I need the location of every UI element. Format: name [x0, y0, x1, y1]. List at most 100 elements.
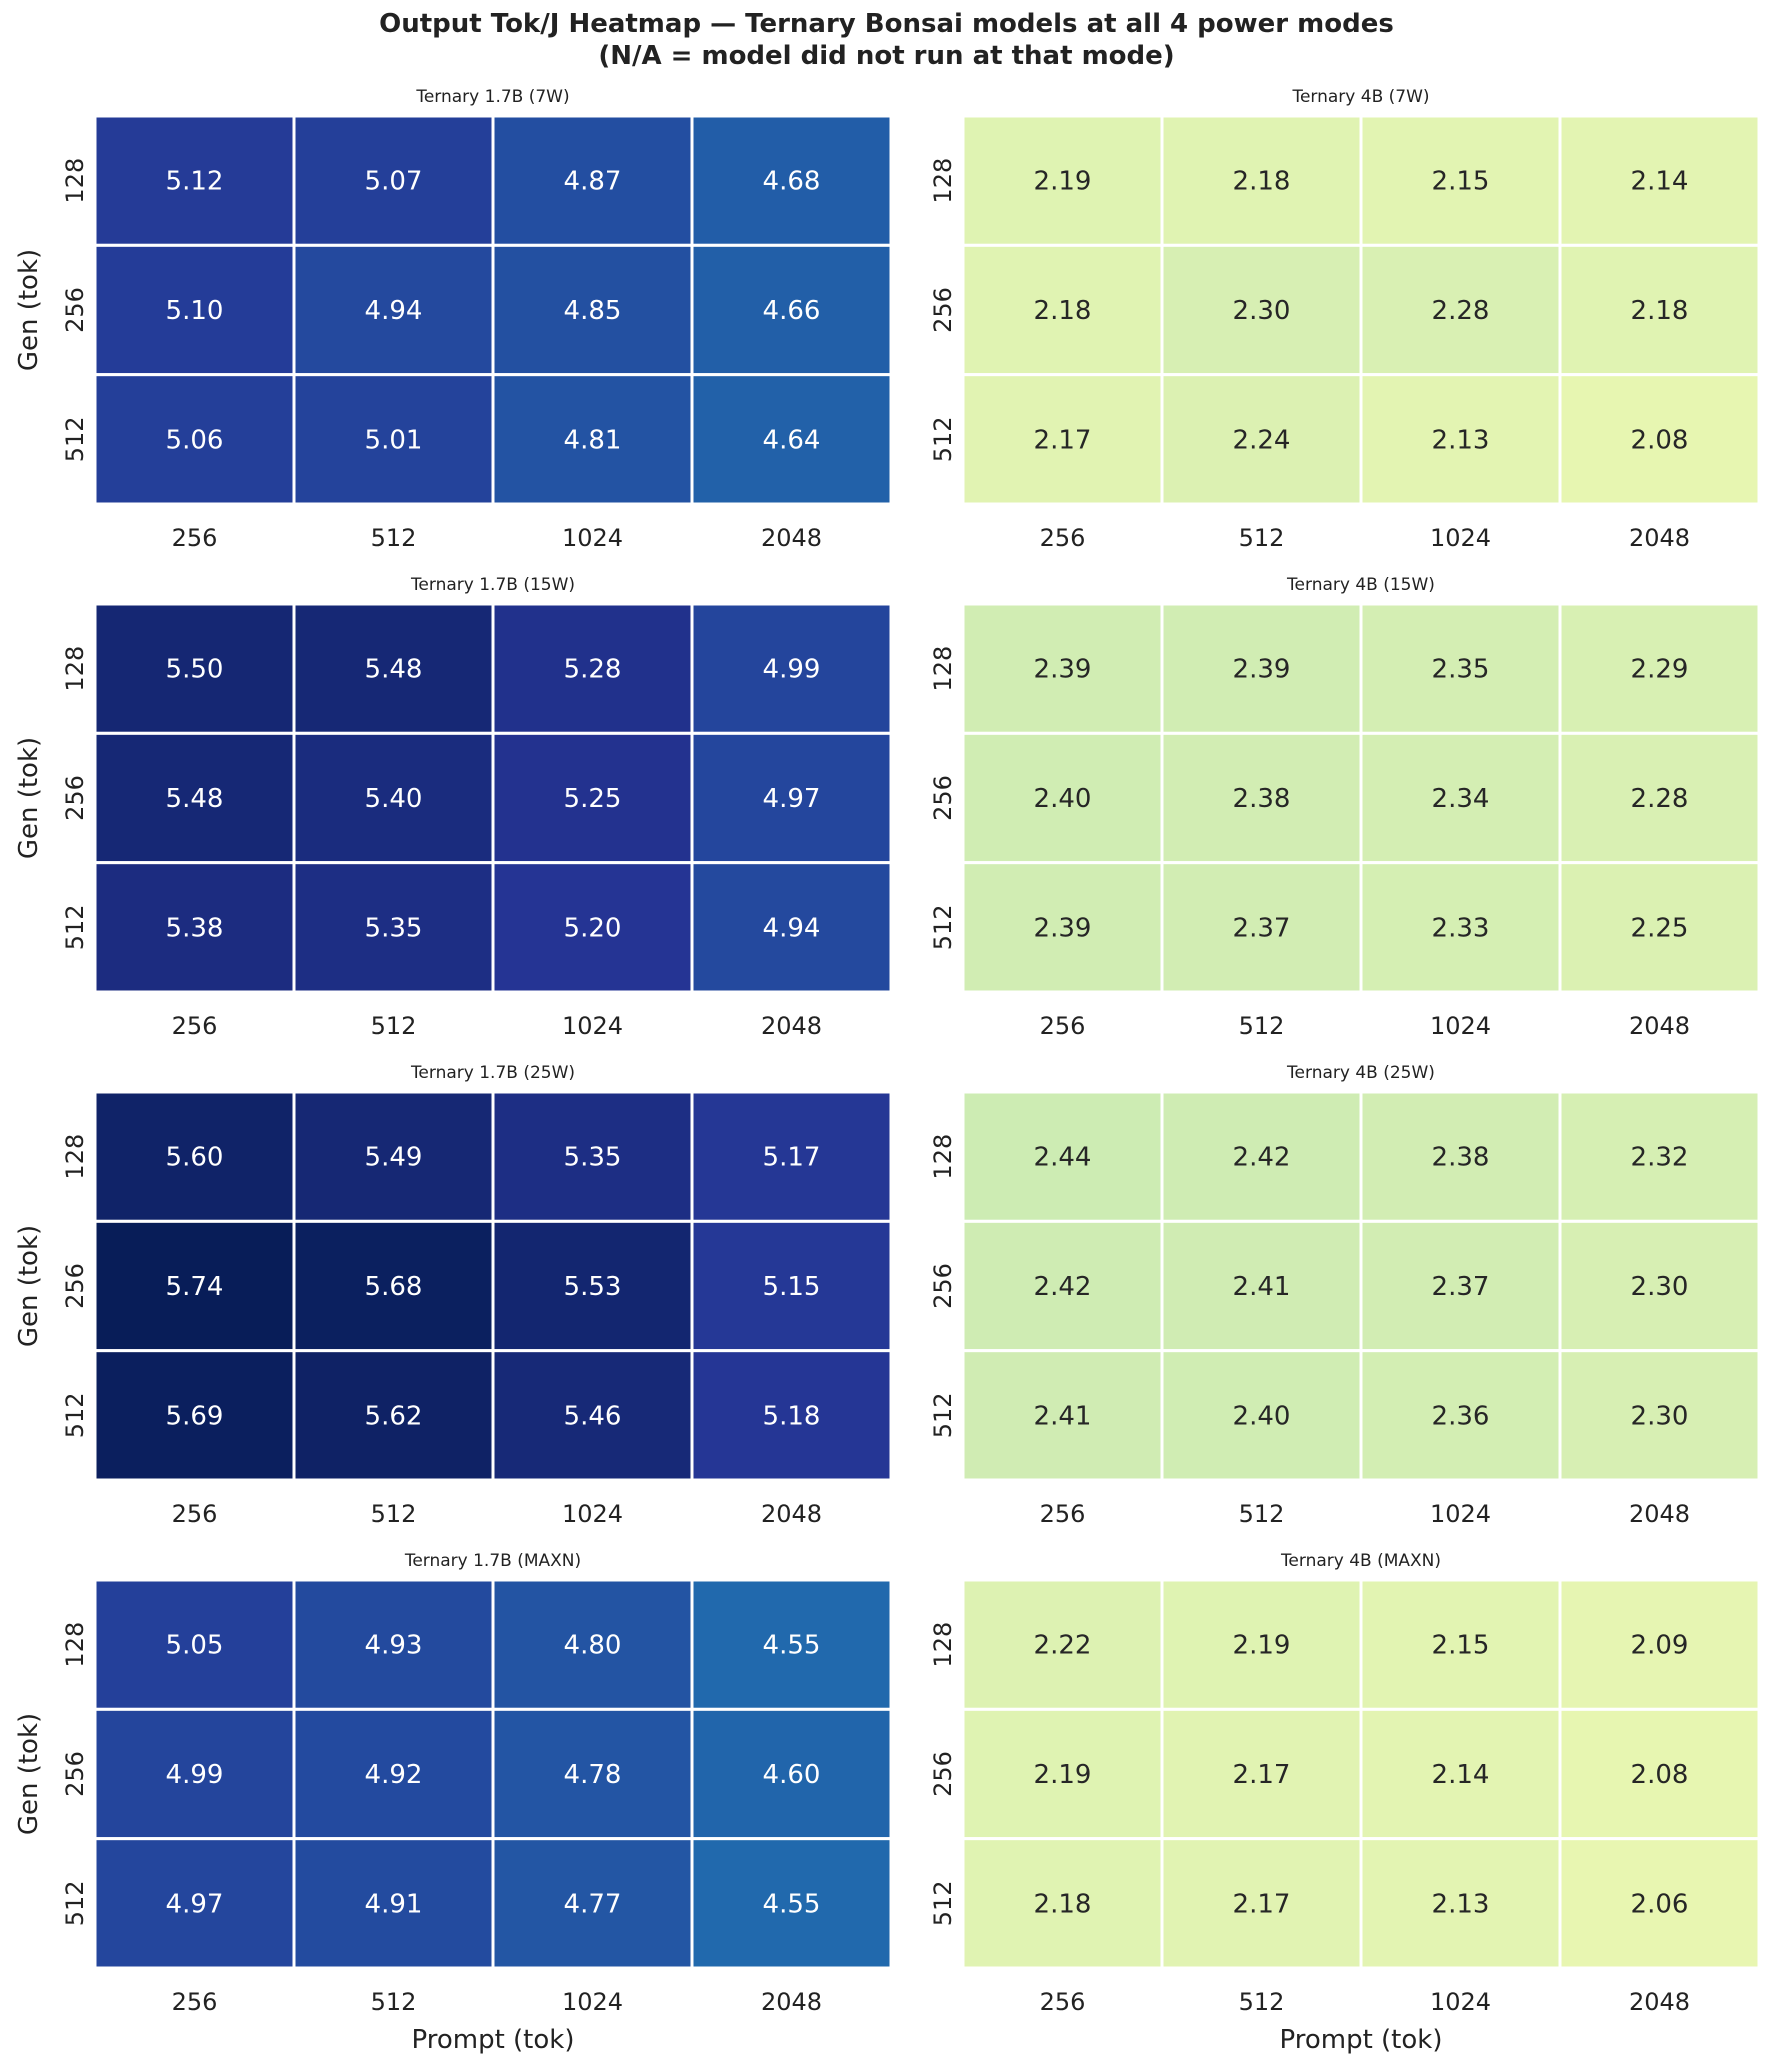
- panel-ternary-4b-15w-value-r0-c0: 2.39: [1034, 655, 1092, 685]
- panel-ternary-4b-maxn-value-r0-c3: 2.09: [1631, 1631, 1689, 1661]
- panel-ternary-1-7b-7w-cell-r1-c0: [93, 243, 296, 377]
- panel-ternary-1-7b-15w-xtick-512: 512: [371, 1012, 417, 1040]
- panel-ternary-1-7b-15w-value-r2-c1: 5.35: [365, 913, 423, 943]
- panel-ternary-1-7b-15w-xtick-2048: 2048: [761, 1012, 822, 1040]
- panel-ternary-4b-maxn-xtick-1024: 1024: [1430, 1988, 1491, 2016]
- panel-ternary-4b-15w-value-r1-c2: 2.34: [1432, 784, 1490, 814]
- panel-ternary-1-7b-7w-value-r0-c1: 5.07: [365, 167, 423, 197]
- panel-ternary-4b-7w-cell-r1-c0: [961, 243, 1164, 377]
- panel-ternary-1-7b-7w-ytick-128: 128: [61, 158, 89, 204]
- panel-ternary-1-7b-25w-xtick-2048: 2048: [761, 1500, 822, 1528]
- panel-ternary-1-7b-7w-value-r2-c3: 4.64: [763, 425, 821, 455]
- panel-ternary-1-7b-7w-cell-r2-c2: [491, 373, 694, 506]
- panel-ternary-4b-25w-ytick-256: 256: [929, 1263, 957, 1309]
- panel-ternary-1-7b-7w-ytick-512: 512: [61, 416, 89, 462]
- panel-ternary-1-7b-maxn-xtick-2048: 2048: [761, 1988, 822, 2016]
- panel-ternary-1-7b-7w-xtick-256: 256: [172, 524, 218, 552]
- panel-ternary-4b-15w-cell-r2-c0: [961, 861, 1164, 994]
- panel-ternary-1-7b-7w-cell-r2-c1: [292, 373, 495, 506]
- panel-ternary-1-7b-15w-ylabel: Gen (tok): [14, 737, 44, 859]
- panel-ternary-1-7b-25w-cell-r0-c2: [491, 1090, 694, 1223]
- panel-ternary-4b-maxn-value-r0-c1: 2.19: [1233, 1631, 1291, 1661]
- panel-ternary-4b-7w-ytick-128: 128: [929, 158, 957, 204]
- panel-ternary-4b-maxn-value-r1-c2: 2.14: [1432, 1760, 1490, 1790]
- panel-ternary-4b-maxn-xtick-256: 256: [1040, 1988, 1086, 2016]
- panel-ternary-1-7b-25w-cell-r2-c0: [93, 1349, 296, 1482]
- panel-ternary-1-7b-15w-ytick-128: 128: [61, 646, 89, 692]
- panel-ternary-1-7b-7w-value-r2-c2: 4.81: [564, 425, 622, 455]
- panel-ternary-4b-15w-cell-r0-c3: [1558, 602, 1761, 735]
- panel-ternary-4b-7w-xtick-1024: 1024: [1430, 524, 1491, 552]
- panel-ternary-1-7b-15w-value-r1-c2: 5.25: [564, 784, 622, 814]
- panel-ternary-4b-25w-value-r1-c1: 2.41: [1233, 1272, 1291, 1302]
- panel-ternary-1-7b-maxn-ytick-512: 512: [61, 1880, 89, 1926]
- panel-ternary-4b-7w: Ternary 4B (7W) 2.19 2.18 2.15 2.14 2.18 2.30 2…: [929, 87, 1761, 552]
- panel-ternary-4b-25w-value-r1-c0: 2.42: [1034, 1272, 1092, 1302]
- panel-ternary-4b-7w-value-r1-c3: 2.18: [1631, 296, 1689, 326]
- panel-ternary-1-7b-7w-title: Ternary 1.7B (7W): [415, 87, 569, 107]
- panel-ternary-4b-25w-ytick-128: 128: [929, 1134, 957, 1180]
- panel-ternary-1-7b-15w-value-r1-c1: 5.40: [365, 784, 423, 814]
- panel-ternary-4b-25w-xtick-256: 256: [1040, 1500, 1086, 1528]
- panel-ternary-1-7b-maxn-value-r0-c2: 4.80: [564, 1631, 622, 1661]
- panel-ternary-1-7b-7w-cell-r1-c1: [292, 243, 495, 377]
- panel-ternary-4b-7w-value-r0-c2: 2.15: [1432, 167, 1490, 197]
- panel-ternary-4b-maxn-value-r1-c3: 2.08: [1631, 1760, 1689, 1790]
- panel-ternary-4b-15w-cell-r0-c0: [961, 602, 1164, 735]
- panel-ternary-1-7b-15w-cell-r2-c2: [491, 861, 694, 994]
- panel-ternary-4b-7w-xtick-512: 512: [1239, 524, 1285, 552]
- panel-ternary-1-7b-maxn-ytick-256: 256: [61, 1751, 89, 1797]
- panel-ternary-1-7b-7w-cell-r1-c2: [491, 243, 694, 377]
- panel-ternary-4b-25w-cell-r2-c3: [1558, 1349, 1761, 1482]
- panel-ternary-4b-maxn-ytick-256: 256: [929, 1751, 957, 1797]
- panel-ternary-1-7b-25w-xtick-512: 512: [371, 1500, 417, 1528]
- panel-ternary-4b-maxn-cell-r0-c3: [1558, 1578, 1761, 1711]
- panel-ternary-1-7b-25w-cell-r1-c0: [93, 1219, 296, 1353]
- panel-ternary-1-7b-25w-cell-r1-c3: [690, 1219, 893, 1353]
- panel-ternary-1-7b-7w-value-r1-c3: 4.66: [763, 296, 821, 326]
- panel-ternary-1-7b-25w-cell-r2-c1: [292, 1349, 495, 1482]
- panel-ternary-4b-25w-cell-r0-c1: [1160, 1090, 1363, 1223]
- panel-ternary-1-7b-25w-value-r1-c2: 5.53: [564, 1272, 622, 1302]
- panel-ternary-4b-7w-value-r0-c0: 2.19: [1034, 167, 1092, 197]
- panel-ternary-4b-maxn-value-r0-c2: 2.15: [1432, 1631, 1490, 1661]
- panel-ternary-1-7b-maxn-cell-r1-c2: [491, 1707, 694, 1841]
- panel-ternary-4b-maxn-xtick-2048: 2048: [1629, 1988, 1690, 2016]
- panel-ternary-1-7b-25w-cell-r2-c3: [690, 1349, 893, 1482]
- panel-ternary-4b-maxn-title: Ternary 4B (MAXN): [1280, 1551, 1441, 1571]
- panel-ternary-1-7b-maxn-cell-r0-c2: [491, 1578, 694, 1711]
- panel-ternary-4b-25w-title: Ternary 4B (25W): [1286, 1063, 1435, 1083]
- panel-ternary-1-7b-7w-cell-r2-c3: [690, 373, 893, 506]
- panel-ternary-1-7b-15w-value-r0-c3: 4.99: [763, 655, 821, 685]
- panel-ternary-1-7b-25w-xtick-1024: 1024: [562, 1500, 623, 1528]
- panel-ternary-4b-7w-value-r1-c1: 2.30: [1233, 296, 1291, 326]
- panel-ternary-4b-25w-value-r1-c3: 2.30: [1631, 1272, 1689, 1302]
- panel-ternary-1-7b-15w-cell-r0-c3: [690, 602, 893, 735]
- panel-ternary-1-7b-maxn-value-r2-c3: 4.55: [763, 1889, 821, 1919]
- panel-ternary-1-7b-25w-cell-r0-c0: [93, 1090, 296, 1223]
- panel-ternary-1-7b-15w-cell-r0-c1: [292, 602, 495, 735]
- panel-ternary-4b-15w-xtick-2048: 2048: [1629, 1012, 1690, 1040]
- panel-ternary-4b-maxn-value-r1-c0: 2.19: [1034, 1760, 1092, 1790]
- panel-ternary-4b-25w-value-r2-c3: 2.30: [1631, 1401, 1689, 1431]
- figure-title: Output Tok/J Heatmap — Ternary Bonsai mo…: [0, 8, 1773, 72]
- panel-ternary-1-7b-25w: Ternary 1.7B (25W) 5.60 5.49 5.35 5.17 5.74 5.…: [14, 1063, 893, 1528]
- panel-ternary-1-7b-maxn-cell-r0-c3: [690, 1578, 893, 1711]
- panel-ternary-1-7b-maxn-cell-r2-c1: [292, 1837, 495, 1970]
- panel-ternary-4b-25w-cell-r0-c3: [1558, 1090, 1761, 1223]
- panel-ternary-1-7b-25w-value-r0-c2: 5.35: [564, 1143, 622, 1173]
- panel-ternary-4b-15w-cell-r0-c1: [1160, 602, 1363, 735]
- panel-ternary-1-7b-25w-ytick-256: 256: [61, 1263, 89, 1309]
- panel-ternary-1-7b-7w-value-r0-c0: 5.12: [166, 167, 224, 197]
- panel-ternary-1-7b-25w-cell-r1-c1: [292, 1219, 495, 1353]
- panel-ternary-1-7b-7w-value-r2-c1: 5.01: [365, 425, 423, 455]
- panel-ternary-4b-15w-cell-r2-c3: [1558, 861, 1761, 994]
- panel-ternary-1-7b-maxn-value-r0-c0: 5.05: [166, 1631, 224, 1661]
- panel-ternary-1-7b-25w-ytick-512: 512: [61, 1392, 89, 1438]
- panel-ternary-4b-7w-value-r2-c0: 2.17: [1034, 425, 1092, 455]
- panel-ternary-4b-25w-cell-r2-c1: [1160, 1349, 1363, 1482]
- panel-ternary-1-7b-7w: Ternary 1.7B (7W) 5.12 5.07 4.87 4.68 5.10 4.9…: [14, 87, 893, 552]
- panel-ternary-1-7b-maxn-ylabel: Gen (tok): [14, 1713, 44, 1835]
